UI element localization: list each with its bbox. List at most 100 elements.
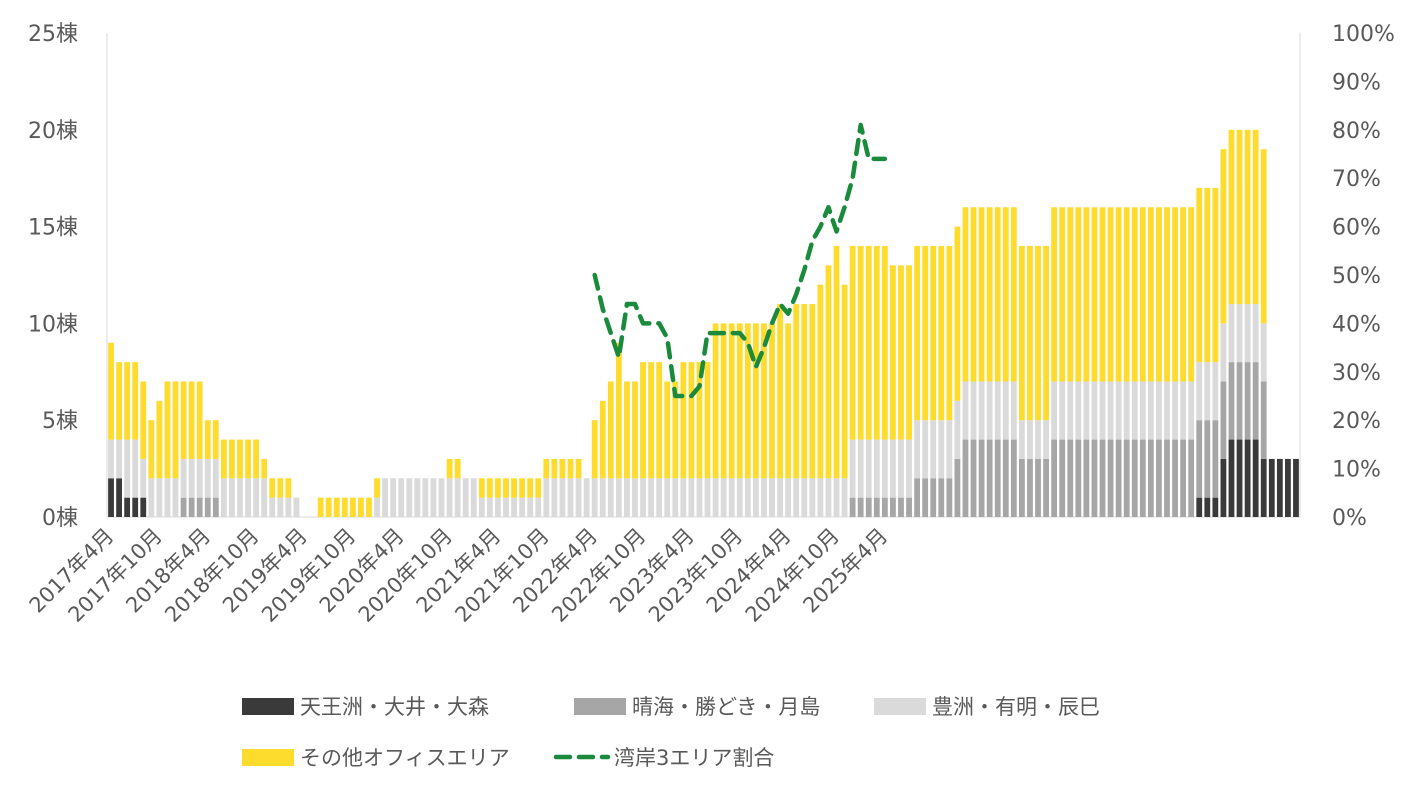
bar-segment-s2-m69 (664, 478, 671, 517)
bar-segment-s2-m92 (849, 439, 856, 498)
bar-segment-s2-m76 (720, 478, 727, 517)
bar-segment-s3-m129 (1147, 207, 1154, 382)
bar-segment-s3-m43 (454, 458, 461, 479)
bar-segment-s2-m95 (873, 439, 880, 498)
bar-segment-s1-m118 (1059, 439, 1066, 517)
bar-segment-s3-m123 (1099, 207, 1106, 382)
bar-segment-s3-m5 (148, 420, 155, 479)
bar-segment-s3-m69 (664, 381, 671, 479)
bar-segment-s2-m7 (164, 478, 171, 517)
bar-segment-s3-m131 (1164, 207, 1170, 382)
bar-segment-s2-m3 (132, 439, 139, 498)
bar-segment-s2-m124 (1107, 381, 1114, 440)
legend-label: 天王洲・大井・大森 (300, 695, 489, 719)
bar-segment-s3-m98 (898, 265, 904, 440)
bar-segment-s3-m6 (156, 400, 163, 479)
y2-tick-label: 10% (1332, 458, 1381, 483)
bar-segment-s0-m140 (1236, 439, 1243, 517)
bar-segment-s2-m64 (624, 478, 630, 517)
bar-segment-s2-m46 (478, 497, 485, 517)
bar-segment-s3-m55 (551, 458, 558, 479)
bar-segment-s2-m114 (1027, 420, 1033, 459)
bar-segment-s3-m94 (865, 245, 872, 440)
bar-segment-s2-m138 (1220, 323, 1227, 382)
bar-segment-s3-m104 (946, 245, 953, 421)
bar-segment-s3-m19 (261, 458, 268, 479)
bar-segment-s2-m119 (1067, 381, 1074, 440)
bar-segment-s3-m77 (728, 323, 735, 479)
bar-segment-s3-m52 (527, 478, 534, 498)
bar-segment-s2-m34 (382, 478, 388, 517)
bar-segment-s0-m142 (1252, 439, 1259, 517)
bar-segment-s2-m8 (172, 478, 179, 517)
y2-tick-label: 70% (1332, 167, 1381, 192)
bar-segment-s2-m43 (454, 478, 461, 517)
bar-segment-s3-m42 (446, 458, 453, 479)
bar-segment-s1-m129 (1147, 439, 1154, 517)
bar-segment-s1-m114 (1027, 458, 1033, 517)
bar-segment-s2-m88 (817, 478, 824, 517)
bar-segment-s3-m115 (1035, 245, 1041, 421)
y2-tick-label: 60% (1332, 216, 1381, 241)
y2-tick-label: 80% (1332, 119, 1381, 144)
bar-segment-s3-m26 (317, 497, 324, 517)
bar-segment-s3-m90 (833, 245, 840, 479)
bar-segment-s2-m136 (1204, 362, 1211, 421)
bar-segment-s2-m73 (696, 478, 703, 517)
bar-segment-s2-m9 (180, 458, 187, 498)
bar-segment-s2-m140 (1236, 304, 1243, 363)
y-axis-ticks: 0棟 5棟 10棟 15棟 20棟 25棟 (28, 22, 78, 531)
y-tick-label: 25棟 (28, 22, 78, 47)
bar-segment-s2-m23 (293, 497, 300, 517)
bar-segment-s2-m54 (543, 478, 550, 517)
bar-segment-s2-m116 (1043, 420, 1049, 459)
bar-segment-s3-m68 (656, 362, 663, 479)
bar-segment-s2-m61 (599, 478, 606, 517)
bar-segment-s2-m65 (632, 478, 638, 517)
bar-segment-s1-m103 (938, 478, 945, 517)
bar-segment-s0-m1 (116, 478, 122, 517)
bar-segment-s1-m95 (873, 497, 880, 517)
bar-segment-s1-m112 (1010, 439, 1017, 517)
bar-segment-s3-m11 (196, 381, 203, 459)
bar-segment-s2-m59 (583, 478, 590, 517)
y-tick-label: 10棟 (28, 312, 78, 337)
bar-segment-s2-m19 (261, 478, 268, 517)
bar-segment-s2-m68 (656, 478, 663, 517)
bar-segment-s2-m2 (124, 439, 131, 498)
bar-segment-s3-m84 (785, 323, 792, 479)
bar-segment-s2-m106 (962, 381, 969, 440)
bar-segment-s3-m51 (519, 478, 526, 498)
bar-segment-s1-m121 (1083, 439, 1090, 517)
ratio-line (592, 122, 888, 399)
y2-tick-label: 100% (1332, 22, 1395, 47)
bar-segment-s3-m125 (1115, 207, 1122, 382)
bar-segment-s0-m2 (124, 497, 131, 517)
bar-segment-s3-m97 (890, 265, 896, 440)
bar-segment-s3-m133 (1180, 207, 1187, 382)
bar-segment-s3-m85 (793, 304, 800, 479)
bar-segment-s1-m135 (1196, 420, 1203, 498)
bar-segment-s3-m8 (172, 381, 179, 479)
bar-segment-s2-m35 (390, 478, 397, 517)
bar-segment-s2-m93 (857, 439, 864, 498)
bar-segment-s3-m142 (1252, 129, 1259, 305)
bar-segment-s3-m67 (648, 362, 654, 479)
bar-segment-s3-m117 (1051, 207, 1058, 382)
legend-label: 湾岸3エリア割合 (614, 746, 774, 770)
bar-segment-s2-m132 (1172, 381, 1178, 440)
bar-segment-s1-m143 (1260, 381, 1267, 459)
bar-segment-s1-m110 (994, 439, 1001, 517)
bar-segment-s3-m130 (1156, 207, 1162, 382)
bar-segment-s3-m78 (736, 323, 743, 479)
bar-segment-s3-m112 (1010, 207, 1017, 382)
bar-segment-s3-m17 (245, 439, 251, 479)
bar-segment-s3-m4 (140, 381, 147, 459)
bar-segment-s2-m6 (156, 478, 163, 517)
bar-segment-s3-m119 (1067, 207, 1074, 382)
bar-segment-s2-m57 (567, 478, 574, 517)
bar-segment-s2-m123 (1099, 381, 1106, 440)
bar-segment-s3-m108 (978, 207, 985, 382)
bar-segment-s2-m113 (1019, 420, 1025, 459)
